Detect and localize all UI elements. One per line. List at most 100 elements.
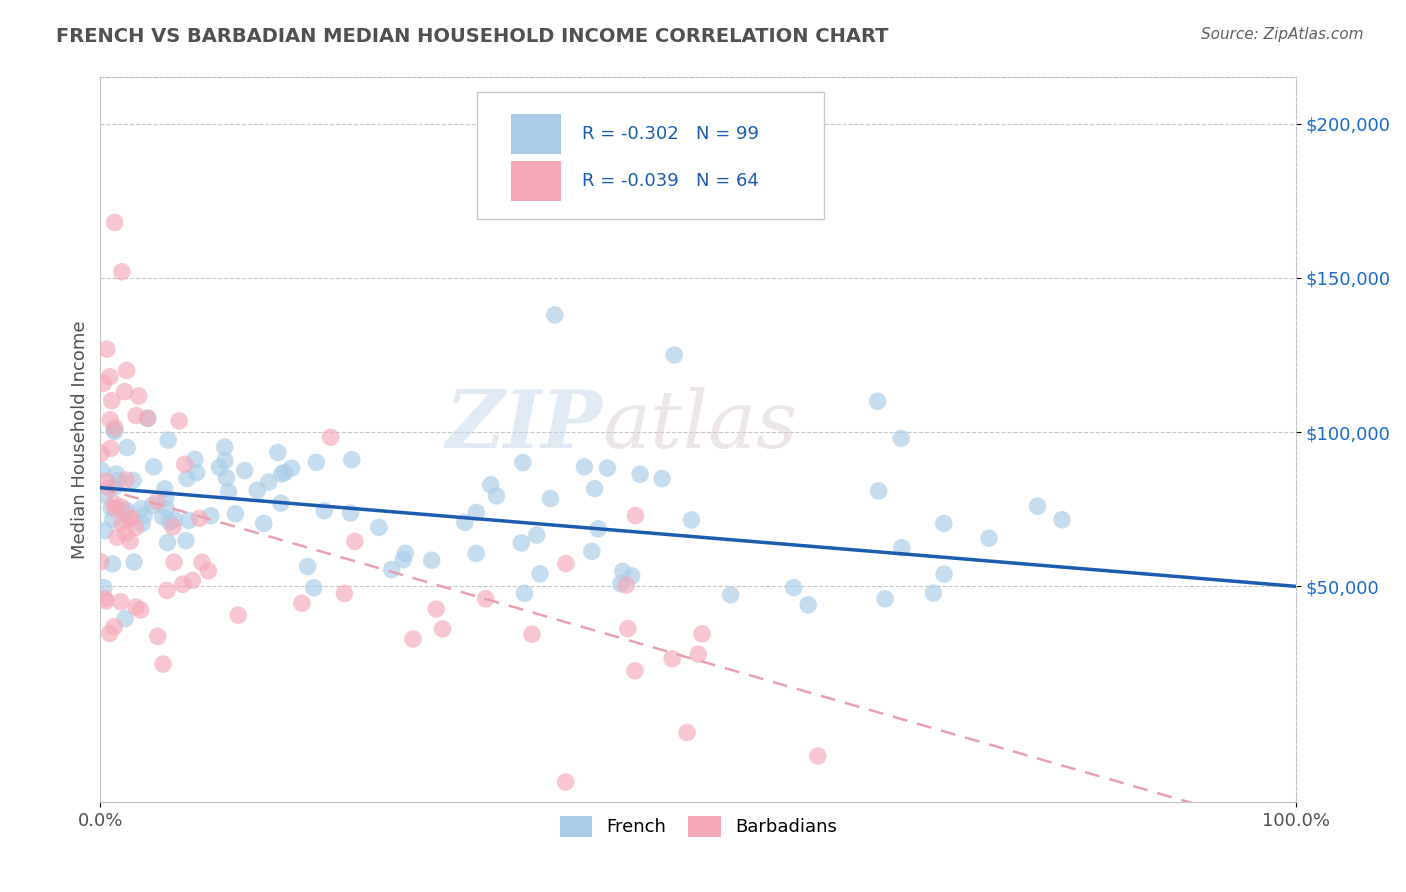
Point [555, 557, 578, 571]
Point [131, 516, 153, 531]
Point [257, 475, 280, 489]
Point [96, 342, 118, 356]
Point [101, 512, 124, 526]
Point [581, 544, 603, 558]
Point [104, 425, 127, 439]
Point [612, 565, 634, 579]
Point [624, 664, 647, 678]
Point [200, 508, 222, 523]
Point [98, 626, 121, 640]
Point [977, 531, 1000, 545]
Point [214, 454, 236, 468]
Point [340, 452, 363, 467]
Point [114, 384, 136, 399]
Point [394, 546, 416, 560]
Point [155, 501, 177, 516]
Point [111, 265, 134, 279]
Point [614, 578, 637, 592]
Point [163, 512, 186, 526]
Point [513, 586, 536, 600]
Text: atlas: atlas [603, 386, 799, 464]
Point [720, 588, 742, 602]
Point [162, 520, 184, 534]
Point [122, 555, 145, 569]
Point [122, 474, 145, 488]
Point [136, 411, 159, 425]
Point [159, 515, 181, 529]
Point [104, 215, 127, 229]
Point [191, 555, 214, 569]
Point [624, 508, 647, 523]
Point [90, 464, 112, 478]
Point [1050, 513, 1073, 527]
Point [628, 467, 651, 482]
Point [485, 489, 508, 503]
Point [339, 506, 361, 520]
Point [270, 496, 292, 510]
Point [681, 513, 703, 527]
Point [797, 598, 820, 612]
Point [690, 626, 713, 640]
Point [280, 461, 302, 475]
Point [188, 511, 211, 525]
Point [367, 520, 389, 534]
Point [197, 564, 219, 578]
Point [125, 600, 148, 615]
Point [782, 581, 804, 595]
Point [100, 442, 122, 456]
Point [152, 509, 174, 524]
Point [111, 516, 134, 530]
Point [146, 629, 169, 643]
Point [125, 409, 148, 423]
Point [215, 471, 238, 485]
Point [157, 433, 180, 447]
Point [588, 522, 610, 536]
Point [273, 466, 295, 480]
Point [184, 452, 207, 467]
Point [103, 423, 125, 437]
Point [107, 474, 129, 488]
Point [538, 491, 561, 506]
Point [115, 503, 138, 517]
Point [807, 749, 830, 764]
Point [105, 467, 128, 482]
Point [610, 576, 633, 591]
Point [465, 546, 488, 560]
Point [932, 567, 955, 582]
Point [420, 553, 443, 567]
Point [181, 574, 204, 588]
Point [688, 647, 710, 661]
Point [114, 611, 136, 625]
Point [110, 595, 132, 609]
Point [267, 445, 290, 459]
Point [617, 622, 640, 636]
Legend: French, Barbadians: French, Barbadians [553, 809, 844, 844]
Point [155, 491, 177, 505]
Point [103, 497, 125, 511]
Point [129, 501, 152, 516]
Text: R = -0.039   N = 64: R = -0.039 N = 64 [582, 172, 759, 190]
Point [163, 555, 186, 569]
Point [90, 446, 112, 460]
Point [218, 484, 240, 499]
Point [132, 508, 155, 523]
Point [890, 431, 912, 445]
Y-axis label: Median Household Income: Median Household Income [72, 320, 89, 559]
Text: FRENCH VS BARBADIAN MEDIAN HOUSEHOLD INCOME CORRELATION CHART: FRENCH VS BARBADIAN MEDIAN HOUSEHOLD INC… [56, 27, 889, 45]
Point [554, 775, 576, 789]
Point [176, 471, 198, 485]
Point [156, 535, 179, 549]
Text: R = -0.302   N = 99: R = -0.302 N = 99 [582, 125, 759, 143]
Point [114, 506, 136, 520]
Point [173, 457, 195, 471]
Point [676, 725, 699, 739]
Point [297, 559, 319, 574]
Point [270, 467, 292, 481]
Point [152, 657, 174, 671]
Point [172, 577, 194, 591]
Point [512, 455, 534, 469]
Point [115, 363, 138, 377]
Point [90, 555, 112, 569]
Point [520, 627, 543, 641]
Point [343, 534, 366, 549]
